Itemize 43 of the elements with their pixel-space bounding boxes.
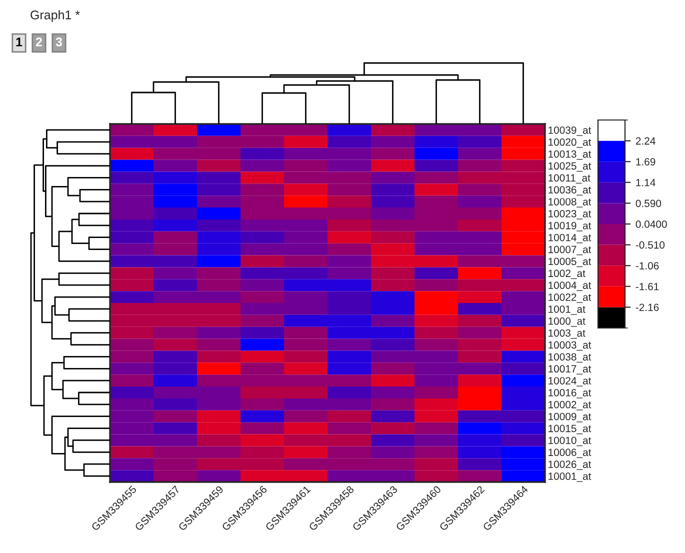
y-tick-label: 10025_at — [548, 162, 592, 172]
color-bar-label: -1.61 — [636, 282, 659, 290]
y-tick-label: 10026_at — [548, 460, 592, 470]
color-bar-label: 2.24 — [636, 137, 656, 145]
y-tick-label: 10013_at — [548, 150, 592, 160]
y-tick-label: 10010_at — [548, 436, 592, 446]
y-tick-label: 10020_at — [548, 138, 592, 148]
chart-title: Graph1 * — [30, 10, 80, 22]
color-bar-label: -2.16 — [636, 304, 659, 312]
y-tick-label: 10036_at — [548, 186, 592, 196]
color-bar-label: 0.590 — [636, 200, 662, 208]
y-tick-label: 10009_at — [548, 412, 592, 422]
y-tick-label: 10022_at — [548, 294, 592, 303]
y-tick-label: 1002_at — [548, 270, 586, 280]
color-bar-label: 1.14 — [636, 179, 656, 186]
y-tick-label: 10015_at — [548, 424, 592, 434]
text: 2 — [36, 38, 42, 46]
y-tick-label: 10016_at — [548, 389, 592, 398]
y-tick-label: 10014_at — [548, 234, 592, 244]
y-tick-label: 10007_at — [548, 246, 592, 256]
y-tick-label: 10008_at — [548, 198, 592, 208]
y-tick-label: 1001_at — [548, 305, 586, 315]
y-tick-label: 10039_at — [548, 126, 592, 136]
y-tick-label: 10003_at — [548, 341, 592, 351]
color-bar-label: 1.69 — [636, 158, 656, 166]
y-tick-label: 10024_at — [548, 377, 592, 386]
color-bar-label: 0.0400 — [636, 220, 667, 228]
y-tick-label: 10006_at — [548, 448, 592, 458]
y-tick-label: 10011_at — [548, 174, 590, 184]
y-tick-label: 10004_at — [548, 282, 592, 291]
y-tick-label: 10005_at — [548, 258, 592, 268]
color-bar-label: -0.510 — [636, 241, 665, 249]
text: 1 — [16, 38, 22, 46]
y-tick-label: 1000_at — [548, 317, 586, 327]
y-tick-label: 10002_at — [548, 400, 592, 410]
y-tick-label: 10019_at — [548, 222, 592, 232]
color-bar-label: -1.06 — [636, 262, 659, 270]
text: 3 — [56, 38, 62, 46]
y-tick-label: 10038_at — [548, 353, 592, 363]
y-tick-label: 10017_at — [548, 365, 592, 374]
y-tick-label: 1003_at — [548, 329, 586, 339]
y-tick-label: 10001_at — [548, 472, 592, 482]
y-tick-label: 10023_at — [548, 210, 592, 220]
